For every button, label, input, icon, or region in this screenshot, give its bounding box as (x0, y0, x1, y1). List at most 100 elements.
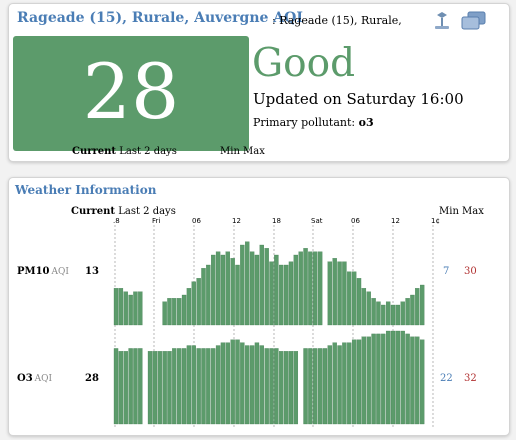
pm10-bar (313, 251, 318, 326)
o3-bar (152, 351, 158, 425)
o3-bar (400, 330, 405, 425)
x-tick-label: 18 (272, 217, 281, 225)
o3-bar (322, 348, 328, 425)
pm10-bar (245, 241, 250, 326)
o3-bar (225, 342, 230, 425)
legend-last-2-days: Last 2 days (119, 146, 177, 157)
pm10-bar (206, 264, 211, 326)
o3-bar (230, 339, 235, 425)
o3-bar (347, 342, 352, 425)
x-tick-label: Fri (152, 217, 160, 225)
o3-bar (332, 342, 337, 425)
o3-bar (288, 351, 294, 425)
pm10-bar (376, 301, 381, 326)
o3-bar (196, 348, 201, 425)
o3-bar (113, 348, 119, 425)
x-tick-label: 12 (232, 217, 241, 225)
pm10-bar (395, 304, 401, 326)
pm10-bar (196, 278, 201, 326)
o3-bar (376, 333, 381, 425)
legend-min-max: Min Max (439, 206, 484, 217)
o3-bar (337, 345, 342, 425)
weather-title: Weather Information (15, 183, 157, 197)
pm10-name: PM10 (17, 266, 50, 277)
legend-current: Current (71, 206, 116, 217)
pm10-bar (415, 288, 420, 326)
pollutant-chart: .8 Fri 06 12 18 Sat 06 12 1¢ (113, 217, 440, 428)
o3-bar (395, 330, 401, 425)
pm10-bar (264, 248, 269, 326)
pm10-bar (162, 301, 167, 326)
o3-bar (254, 342, 260, 425)
o3-bar (123, 351, 128, 425)
pm10-bar (167, 298, 172, 326)
o3-bar (303, 348, 308, 425)
o3-name: O3 (17, 373, 33, 384)
o3-bar (317, 348, 323, 425)
o3-bar (133, 348, 138, 425)
o3-bar (274, 348, 279, 425)
pm10-bar (342, 261, 347, 326)
o3-bar (240, 342, 245, 425)
pm10-bar (225, 251, 230, 326)
pm10-bar (405, 298, 410, 326)
o3-bar (138, 348, 143, 425)
updated-text: Updated on Saturday 16:00 (253, 90, 464, 108)
pm10-bar (191, 281, 196, 326)
weather-legend: Current Last 2 days (71, 206, 176, 218)
pm10-bar (279, 264, 284, 326)
aqi-subtitle: : Rageade (15), Rurale, A (272, 14, 403, 27)
pm10-bar (220, 254, 226, 326)
pm10-bar (283, 264, 289, 326)
pm10-bar (181, 294, 187, 326)
pm10-bar (347, 271, 352, 326)
o3-bar (147, 351, 153, 425)
pm10-bar (123, 291, 128, 326)
pm10-bar (288, 261, 294, 326)
o3-bar (283, 351, 289, 425)
o3-bar (249, 345, 255, 425)
pm10-bar (356, 278, 362, 326)
legend-min-max: Min Max (220, 146, 265, 157)
o3-current: 28 (85, 373, 99, 384)
pm10-bar (215, 251, 221, 326)
share-icon[interactable] (433, 11, 451, 31)
pollutant-value: o3 (358, 116, 374, 129)
pm10-label: PM10 AQI (17, 266, 69, 277)
pm10-bar (337, 261, 342, 326)
legend-current: Current (72, 146, 117, 157)
x-tick-label: 1¢ (431, 217, 440, 225)
windows-icon[interactable] (461, 11, 487, 31)
o3-label: O3 AQI (17, 373, 52, 384)
o3-bar (405, 333, 410, 425)
o3-bar (167, 351, 172, 425)
pm10-bar (254, 254, 260, 326)
o3-bar (211, 348, 216, 425)
pm10-bar (385, 301, 391, 326)
pm10-bar (211, 254, 216, 326)
o3-bar (245, 345, 250, 425)
aqi-card: Rageade (15), Rurale, Auvergne AQI : Rag… (8, 3, 510, 162)
pm10-bar (303, 248, 308, 326)
o3-bar (410, 336, 415, 425)
pm10-bar (351, 271, 357, 326)
primary-pollutant: Primary pollutant: o3 (253, 116, 374, 129)
o3-bar (162, 351, 167, 425)
pm10-bar (259, 244, 264, 326)
pm10-bar (128, 294, 133, 326)
x-tick-label: Sat (311, 217, 323, 225)
pm10-bar (366, 291, 371, 326)
weather-card: Weather Information Current Last 2 days … (8, 177, 510, 436)
pm10-bar (317, 251, 323, 326)
o3-bar (361, 336, 367, 425)
o3-bar (172, 348, 177, 425)
o3-bar (177, 348, 182, 425)
o3-bar (351, 339, 357, 425)
o3-bar (259, 345, 264, 425)
pm10-bar (361, 288, 367, 326)
pm10-min: 7 (443, 266, 450, 277)
o3-bar (235, 339, 240, 425)
pm10-current: 13 (85, 266, 99, 277)
pm10-bar (230, 258, 235, 326)
o3-bar (415, 336, 420, 425)
